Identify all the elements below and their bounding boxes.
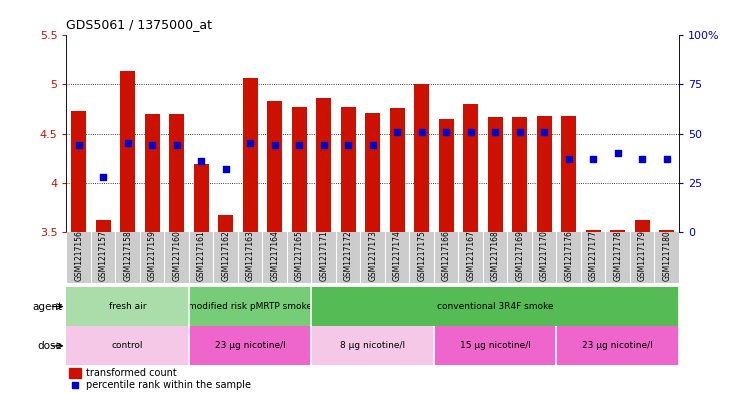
Point — [538, 129, 550, 135]
Bar — [96, 220, 111, 232]
Text: 8 μg nicotine/l: 8 μg nicotine/l — [340, 342, 405, 350]
Bar — [414, 84, 429, 232]
Bar — [390, 108, 404, 232]
Point — [441, 129, 452, 135]
Bar — [66, 287, 189, 326]
Text: control: control — [112, 342, 143, 350]
Bar — [556, 326, 679, 365]
Point — [269, 142, 280, 149]
Point — [587, 156, 599, 162]
Bar — [267, 101, 282, 232]
Bar — [72, 111, 86, 232]
Point — [612, 150, 624, 156]
Text: 23 μg nicotine/l: 23 μg nicotine/l — [582, 342, 653, 350]
Text: 23 μg nicotine/l: 23 μg nicotine/l — [215, 342, 286, 350]
Point — [391, 129, 403, 135]
Point — [73, 142, 85, 149]
Text: 15 μg nicotine/l: 15 μg nicotine/l — [460, 342, 531, 350]
Bar — [610, 230, 625, 232]
Point — [196, 158, 207, 164]
Bar — [512, 117, 527, 232]
Point — [489, 129, 501, 135]
Text: conventional 3R4F smoke: conventional 3R4F smoke — [437, 302, 554, 311]
Bar — [434, 326, 556, 365]
Bar — [311, 326, 434, 365]
Bar — [194, 164, 209, 232]
Point — [122, 140, 134, 147]
Bar — [145, 114, 159, 232]
Bar — [635, 220, 649, 232]
Bar — [69, 368, 80, 378]
Bar — [218, 215, 233, 232]
Point — [661, 156, 672, 162]
Text: modified risk pMRTP smoke: modified risk pMRTP smoke — [188, 302, 312, 311]
Bar — [488, 117, 503, 232]
Bar — [189, 326, 311, 365]
Bar — [311, 287, 679, 326]
Point — [514, 129, 525, 135]
Point — [563, 156, 575, 162]
Bar — [439, 119, 454, 232]
Point — [146, 142, 158, 149]
Bar — [243, 77, 258, 232]
Text: agent: agent — [32, 301, 63, 312]
Bar — [169, 114, 184, 232]
Text: transformed count: transformed count — [86, 368, 177, 378]
Point — [244, 140, 256, 147]
Text: dose: dose — [38, 341, 63, 351]
Text: percentile rank within the sample: percentile rank within the sample — [86, 380, 251, 390]
Bar — [463, 104, 478, 232]
Point — [69, 382, 81, 388]
Bar — [317, 98, 331, 232]
Point — [415, 129, 427, 135]
Bar — [189, 287, 311, 326]
Bar — [659, 230, 674, 232]
Point — [636, 156, 648, 162]
Point — [293, 142, 305, 149]
Point — [220, 166, 232, 172]
Bar — [586, 230, 601, 232]
Point — [97, 174, 109, 180]
Bar — [120, 71, 135, 232]
Point — [170, 142, 182, 149]
Bar — [292, 107, 306, 232]
Text: GDS5061 / 1375000_at: GDS5061 / 1375000_at — [66, 18, 213, 31]
Bar — [537, 116, 551, 232]
Point — [318, 142, 330, 149]
Point — [367, 142, 379, 149]
Bar — [341, 107, 356, 232]
Bar — [365, 113, 380, 232]
Bar — [562, 116, 576, 232]
Point — [465, 129, 477, 135]
Bar — [66, 326, 189, 365]
Point — [342, 142, 354, 149]
Text: fresh air: fresh air — [109, 302, 146, 311]
